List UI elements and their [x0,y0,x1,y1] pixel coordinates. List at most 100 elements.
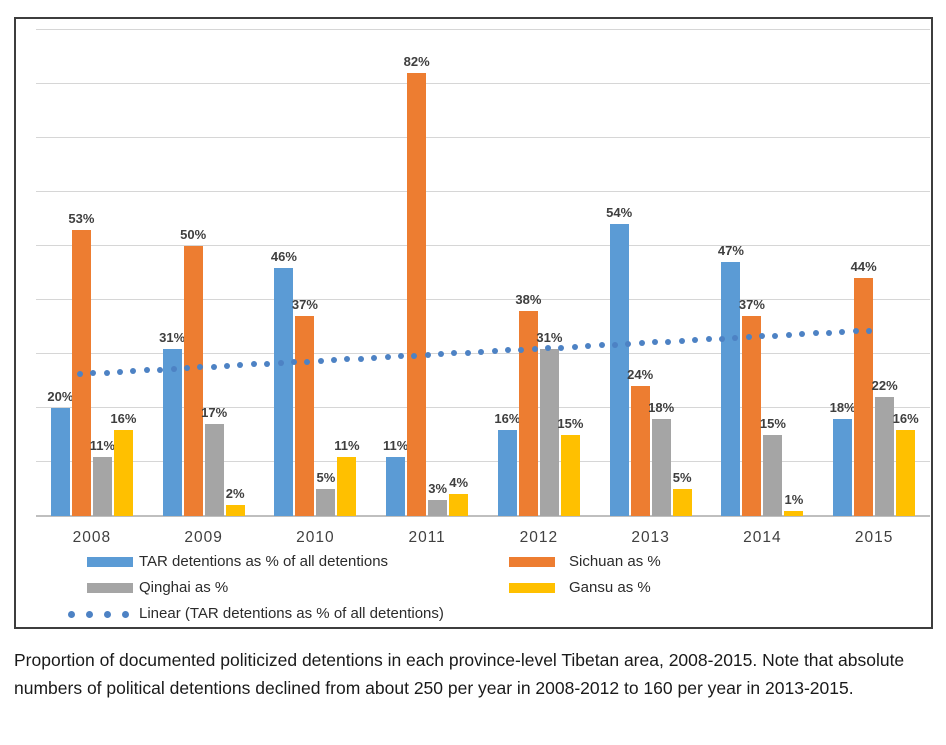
bar-2008-s2 [92,456,112,516]
trendline-dot [585,343,592,350]
trendline-dot [625,340,632,347]
bar-value-label: 38% [515,291,542,307]
trendline-dot [504,347,511,354]
gridline [36,137,930,138]
trendline-dot [598,342,605,349]
trendline-dot [638,340,645,347]
bar-2010-s3 [337,456,357,516]
bar-2009-s1 [183,246,203,516]
bar-value-label: 47% [717,243,744,259]
trendline-dot [839,329,846,335]
trendline-dot [290,359,297,366]
bar-value-label: 5% [672,470,692,485]
bar-2013-s0 [609,224,629,516]
bar-value-label: 11% [382,437,409,453]
bar-2013-s2 [651,418,671,516]
x-axis-label: 2009 [184,529,223,546]
bar-2012-s3 [560,435,580,516]
legend-swatch [87,583,133,593]
bar-2012-s0 [497,429,517,516]
bar-2010-s2 [316,489,336,516]
bar-2009-s3 [225,505,245,516]
trendline-dot [772,332,779,339]
bar-2010-s1 [295,316,315,516]
trendline-dot [464,349,471,356]
x-axis-label: 2011 [408,529,446,546]
trendline-dot [264,360,271,367]
legend-trendline-dot [68,611,75,618]
bar-2013-s3 [672,489,692,516]
legend-trendline-dot [104,611,111,618]
bar-value-label: 31% [159,329,186,345]
bar-2015-s2 [875,397,895,516]
trendline-dot [451,350,458,357]
x-axis-line [36,515,930,517]
trendline-dot [785,331,792,338]
trendline-dot [170,365,177,372]
bar-value-label: 82% [403,54,430,70]
chart: 20% 53% 11% 16% 2008 31% 50% 17% 2% 2009 46% 37% 5% 1… [14,17,933,629]
gridline [36,29,930,30]
trendline-dot [77,371,83,378]
gridline [36,407,930,408]
bar-2008-s3 [113,429,133,516]
trendline-dot [665,338,672,345]
trendline-dot [397,353,404,360]
bar-value-label: 16% [892,410,919,426]
legend-label: TAR detentions as % of all detentions [139,553,389,570]
legend-trendline-dot [86,611,93,618]
trendline-dot [317,357,324,364]
trendline-dot [143,367,150,374]
trendline-dot [812,330,819,337]
trendline-dot [705,336,712,343]
bar-2015-s3 [896,429,916,516]
bar-value-label: 15% [759,416,786,431]
bar-2014-s1 [742,316,762,516]
bar-value-label: 4% [449,475,469,491]
legend-label: Gansu as % [569,579,651,596]
trendline-dot [250,361,257,368]
bar-value-label: 37% [738,297,765,313]
bar-value-label: 16% [110,410,137,426]
trendline-dot [491,348,498,355]
trendline-dot [478,348,485,355]
trendline-dot [866,327,872,334]
trendline-dot [357,355,364,362]
bar-value-label: 18% [829,399,856,415]
bar-value-label: 15% [557,416,584,431]
trendline-dot [799,331,806,338]
legend-swatch [87,557,133,567]
bar-value-label: 1% [784,491,804,507]
trendline-dot [424,351,431,358]
trendline-dot [197,364,204,371]
legend-label-trendline: Linear (TAR detentions as % of all deten… [139,605,444,622]
trendline-dot [224,362,231,369]
bar-2014-s0 [721,262,741,516]
bar-2015-s1 [854,278,874,516]
trendline-dot [611,341,618,348]
bar-value-label: 54% [606,205,633,221]
bar-2015-s0 [833,418,853,516]
trendline-dot [371,354,378,361]
trendline-dot [117,368,124,375]
trendline-dot [558,344,565,351]
bar-2014-s3 [784,510,804,516]
bar-value-label: 11% [334,437,360,453]
trendline-dot [103,369,110,376]
trendline-dot [825,329,832,336]
legend-label: Qinghai as % [139,579,229,596]
bar-value-label: 2% [225,486,245,502]
trendline-dot [518,346,525,353]
trendline-dot [210,363,217,370]
trendline-dot [745,334,752,341]
bar-value-label: 31% [536,329,563,345]
bar-2013-s1 [630,386,650,516]
plot-area: 20% 53% 11% 16% 2008 31% 50% 17% 2% 2009 46% 37% 5% 1… [36,29,930,546]
bar-value-label: 53% [68,210,95,226]
trendline-dot [183,365,190,372]
trendline-dot [732,334,739,341]
bar-2008-s0 [50,408,70,516]
trendline-dot [304,358,311,365]
x-axis-label: 2014 [743,529,782,546]
